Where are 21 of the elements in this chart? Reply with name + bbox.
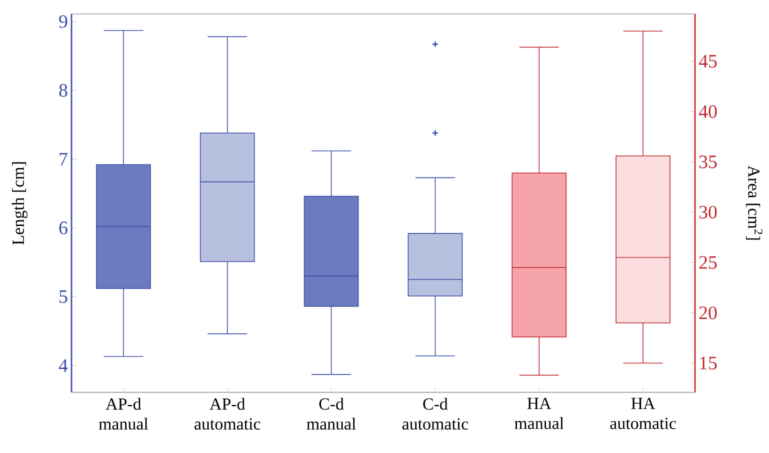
y-tick-label: 4 [58,359,68,372]
x-tick-label: AP-d automatic [194,398,260,430]
y-axis-title: Length [cm] [12,162,28,245]
x-tick-label: C-d automatic [402,398,468,430]
y-tick-label: 8 [59,84,68,97]
y2-axis-title: Area [cm$^{2}$] [746,166,762,240]
y-tick-label: 7 [60,152,68,166]
y-tick-label: 6 [59,222,68,234]
y2-tick-label: 40 [698,105,717,118]
y2-tick-label: 20 [699,306,717,320]
y2-tick-label: 15 [700,356,717,370]
y-tick-label: 5 [60,290,68,303]
y2-tick-label: 30 [699,206,717,219]
y2-tick-label: 25 [699,256,717,269]
x-tick-label: AP-d manual [98,398,148,430]
x-tick-label: C-d manual [306,398,356,430]
y2-tick-label: 35 [699,156,717,168]
y-tick-label: 9 [59,15,68,28]
x-tick-label: HA manual [514,398,564,430]
y2-tick-label: 45 [698,54,717,68]
x-tick-label: HA automatic [610,398,676,430]
